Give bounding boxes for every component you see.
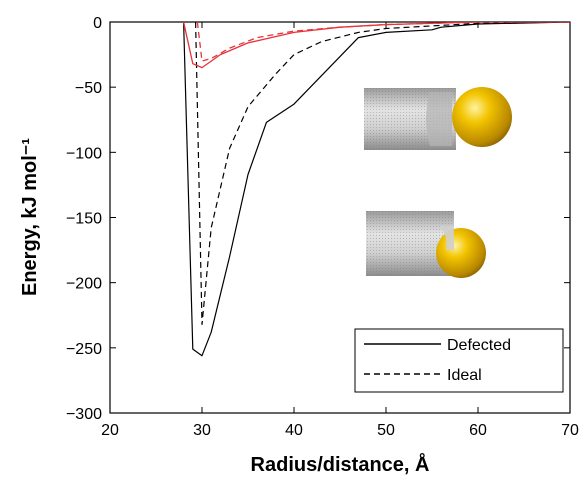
y-tick-label: −200 [66,276,102,293]
y-tick-label: −150 [66,211,102,228]
y-axis-title: Energy, kJ mol⁻¹ [19,138,41,296]
nanotube-with-gold-sphere-icon [366,211,486,278]
legend-box [354,328,564,393]
y-tick-label: −300 [66,406,102,423]
nanotube-sphere-end-inset [366,211,486,278]
x-tick-label: 20 [101,422,119,439]
legend-label-ideal: Ideal [447,367,482,384]
series-line-red-solid [182,22,570,69]
tick-labels: 20 30 40 50 60 70 0 −50 −100 −150 −200 −250 −300 [66,15,579,439]
y-tick-label: −250 [66,341,102,358]
x-axis-title: Radius/distance, Å [251,452,430,476]
nanotube-sphere-side-inset [364,87,512,150]
y-tick-label: −100 [66,145,102,162]
y-tick-label: −50 [75,80,102,97]
legend: Defected Ideal [354,328,564,393]
x-tick-label: 50 [377,422,395,439]
nanotube-with-gold-sphere-icon [364,87,512,150]
x-tick-label: 40 [285,422,303,439]
series-line-defected [183,22,570,357]
x-tick-label: 60 [469,422,487,439]
series-line-red-dashed [196,22,570,62]
y-tick-label: 0 [93,15,102,32]
x-tick-label: 30 [193,422,211,439]
series-line-ideal [195,22,570,325]
axis-ticks [109,21,571,414]
series-layer [182,22,570,357]
legend-label-defected: Defected [447,337,511,354]
x-tick-label: 70 [561,422,579,439]
